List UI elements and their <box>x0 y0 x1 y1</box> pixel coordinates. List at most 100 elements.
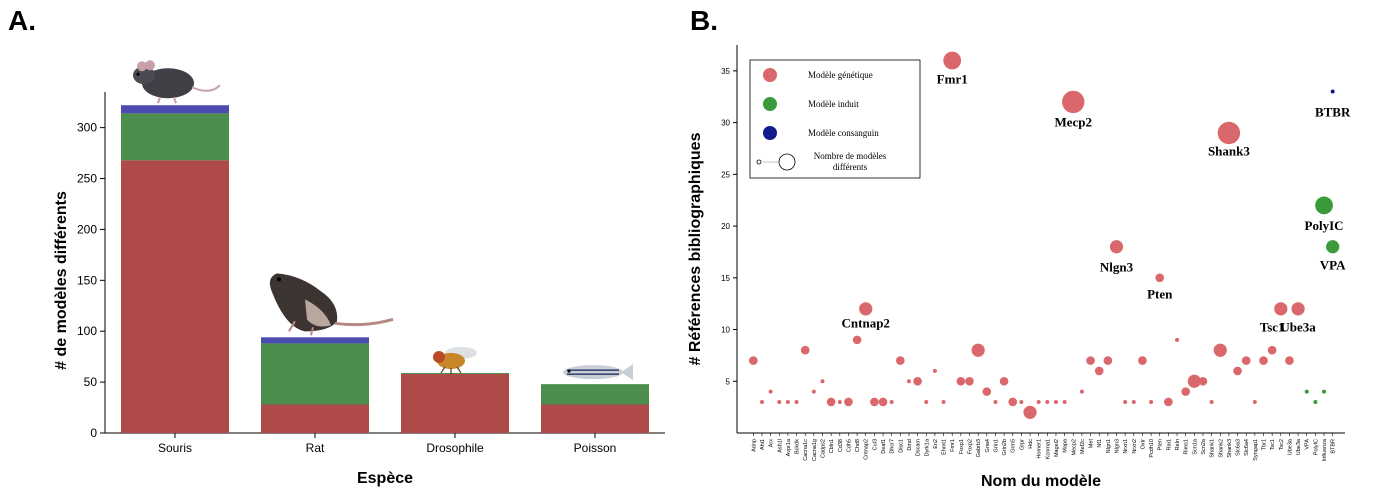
fish-illustration <box>563 364 633 381</box>
y-tick-label: 20 <box>721 222 730 231</box>
panel-a-letter: A. <box>8 5 36 36</box>
panel-b-letter: B. <box>690 5 718 36</box>
legend-label: Nombre de modèles différents <box>814 151 887 172</box>
legend-label: Modèle consanguin <box>808 128 879 138</box>
data-point <box>1233 366 1242 376</box>
data-point <box>1313 399 1318 404</box>
x-tick-label: Shank2 <box>1218 439 1224 458</box>
y-tick-label: 0 <box>90 426 97 440</box>
mouse-tail <box>191 84 221 92</box>
x-tick-label: Gabrb3 <box>976 439 982 457</box>
x-tick-label: VPA <box>1305 439 1311 450</box>
data-point <box>965 376 974 386</box>
data-point <box>1053 399 1058 404</box>
bar-chart: 0 50 100 150 200 250 300 Souris Rat Drosophile Poi… <box>53 60 665 487</box>
data-point <box>1213 343 1227 357</box>
x-tick-label: Oxtr <box>1140 439 1146 450</box>
data-point <box>941 399 946 404</box>
fish-tail <box>621 364 633 381</box>
point-annotation: Fmr1 <box>937 71 968 86</box>
data-point <box>1036 399 1041 404</box>
y-tick-label: 25 <box>721 170 730 179</box>
x-axis-label: Nom du modèle <box>981 473 1101 490</box>
mouse-feet <box>157 96 177 104</box>
x-tick-label: Grin1 <box>993 439 999 452</box>
data-point <box>1198 376 1208 386</box>
data-point <box>982 387 992 396</box>
x-tick-label: Adnp <box>751 439 757 452</box>
data-point <box>932 368 937 373</box>
x-tick-label: Cntnap2 <box>864 439 870 460</box>
x-tick-label: Bckdk <box>795 439 801 454</box>
x-tick-label: Ube3a <box>1287 438 1293 455</box>
y-tick-label: 10 <box>721 326 730 335</box>
x-tick-label: Dscam <box>916 439 922 457</box>
rat-feet <box>288 320 314 336</box>
data-point <box>1023 405 1037 419</box>
bar-segment <box>261 337 369 344</box>
legend-label: Modèle induit <box>808 99 859 109</box>
x-tick-label: Nlgn1 <box>1106 439 1112 453</box>
x-tick-label: Grm5 <box>1011 439 1017 453</box>
bar-segment <box>541 404 649 433</box>
fish-body <box>563 365 623 380</box>
x-tick-label: Pcdh10 <box>1149 439 1155 458</box>
y-tick-label: 30 <box>721 119 730 128</box>
point-annotation: Pten <box>1147 286 1173 301</box>
x-tick-label: Cul3 <box>872 439 878 450</box>
x-axis-label: Espèce <box>357 470 413 487</box>
y-tick-label: 150 <box>77 273 97 287</box>
x-tick-label: Cbln1 <box>829 439 835 453</box>
x-tick-label: Tbr1 <box>1262 439 1268 450</box>
data-point <box>844 397 853 407</box>
point-annotation: Nlgn3 <box>1100 260 1134 275</box>
data-point <box>913 376 922 386</box>
x-tick-label: Reln <box>1175 439 1181 450</box>
point-annotation: PolyIC <box>1305 218 1344 233</box>
x-tick-label: Scn1a <box>1192 438 1198 455</box>
x-tick-label: Nf1 <box>1097 439 1103 448</box>
x-tick-label: Mef2c <box>1080 439 1086 454</box>
rat-belly <box>305 299 331 327</box>
data-point <box>820 379 825 384</box>
fish-stripes <box>567 369 619 375</box>
x-tick-label: Ahi1 <box>760 439 766 450</box>
data-point <box>800 345 810 355</box>
legend-label: Modèle génétique <box>808 70 873 80</box>
data-point <box>759 399 764 404</box>
data-point <box>878 397 888 407</box>
x-tick-label: Deaf1 <box>881 439 887 454</box>
data-point <box>826 397 836 407</box>
legend-size-large <box>778 153 796 171</box>
mouse-ear <box>145 60 155 71</box>
data-point <box>1155 273 1165 283</box>
x-tick-label: Grin2b <box>1002 439 1008 456</box>
data-point <box>1164 397 1173 407</box>
bar-segment <box>401 373 509 433</box>
x-tick-label: Cacna1g <box>812 439 818 461</box>
rat-illustration <box>269 273 394 336</box>
data-point <box>1123 399 1128 404</box>
data-point <box>896 356 905 365</box>
x-tick-label: Syngap1 <box>1253 439 1259 461</box>
data-point <box>1326 240 1340 254</box>
x-tick-label: Chd8 <box>855 439 861 452</box>
x-tick-label: Souris <box>158 441 192 455</box>
x-tick-label: Influenza <box>1322 438 1328 461</box>
x-tick-label: En2 <box>933 439 939 449</box>
fish-eye <box>567 369 571 373</box>
y-tick-label: 15 <box>721 274 730 283</box>
x-tick-label: Rims1 <box>1184 439 1190 455</box>
y-tick-label: 5 <box>726 377 731 386</box>
data-point <box>1285 356 1294 365</box>
legend: Modèle génétique Modèle induit Modèle cons… <box>749 59 921 179</box>
data-point <box>924 399 929 404</box>
x-tick-label: Met <box>1089 439 1095 449</box>
x-tick-label: Rat <box>306 441 325 455</box>
data-point <box>1241 356 1251 365</box>
data-point <box>956 376 966 386</box>
bar-segment <box>541 384 649 405</box>
data-point <box>749 356 758 365</box>
